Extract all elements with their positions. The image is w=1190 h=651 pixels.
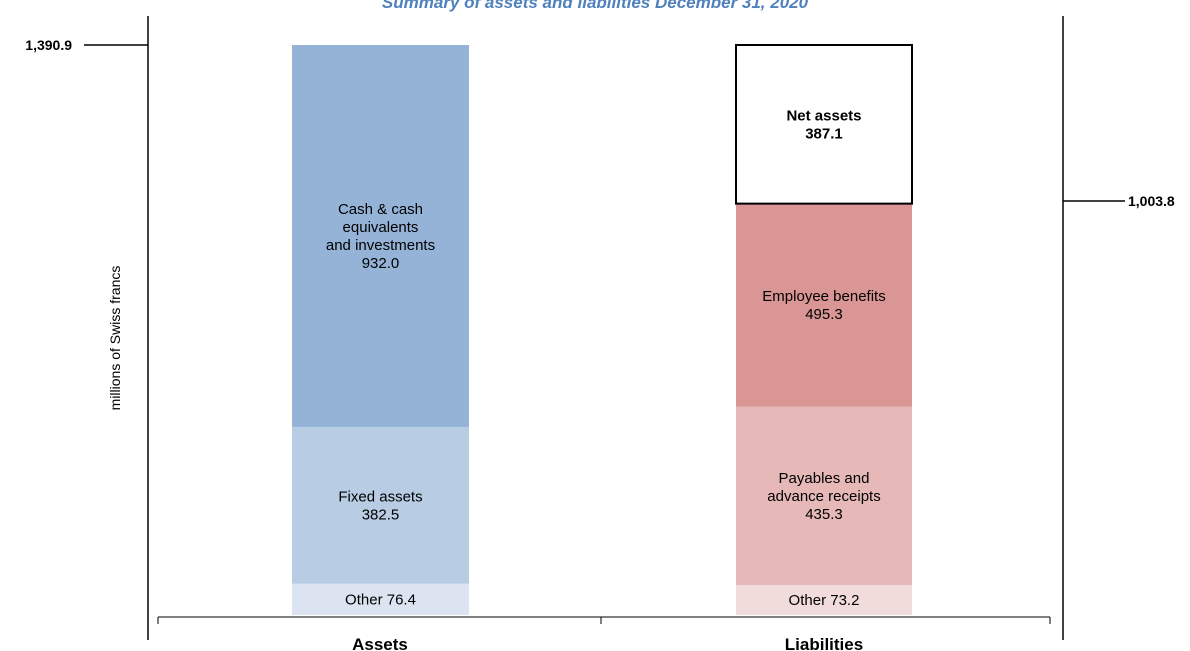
assets-segment bbox=[292, 583, 469, 615]
assets-segment bbox=[292, 426, 469, 584]
assets-segment-label-line: equivalents bbox=[343, 219, 419, 236]
chart-title: Summary of assets and liabilities Decemb… bbox=[382, 0, 809, 12]
liabilities-segment-label-line: Payables and bbox=[779, 470, 870, 487]
assets-segment bbox=[292, 45, 469, 427]
y-axis-label: millions of Swiss francs bbox=[107, 266, 123, 411]
assets-segment-label-line: and investments bbox=[326, 237, 435, 254]
assets-segment-label-line: 382.5 bbox=[362, 506, 400, 523]
category-label-liabilities: Liabilities bbox=[785, 635, 863, 651]
category-label-assets: Assets bbox=[352, 635, 408, 651]
assets-segment-label-line: 932.0 bbox=[362, 255, 400, 272]
liabilities-segment-label-line: 495.3 bbox=[805, 306, 843, 323]
liabilities-segment bbox=[735, 44, 913, 205]
bars: Other 76.4 Fixed assets 382.5 Cash & cash eq… bbox=[292, 44, 913, 615]
assets-segment-label: Other 76.4 bbox=[345, 591, 416, 608]
liabilities-segment-label-line: advance receipts bbox=[767, 488, 880, 505]
liabilities-segment bbox=[736, 406, 912, 586]
left-total-marker-label: 1,390.9 bbox=[25, 37, 72, 53]
liabilities-segment-label-line: Net assets bbox=[786, 107, 861, 124]
liabilities-segment-label: Payables and advance receipts 435.3 bbox=[767, 470, 880, 523]
liabilities-segment bbox=[736, 585, 912, 615]
liabilities-segment-label-line: Employee benefits bbox=[762, 288, 885, 305]
liabilities-segment-label-line: 387.1 bbox=[805, 125, 843, 142]
liabilities-segment-label: Net assets 387.1 bbox=[786, 107, 861, 142]
assets-segment-label-line: Other 76.4 bbox=[345, 591, 416, 608]
liabilities-segment bbox=[736, 203, 912, 407]
liabilities-segment-label: Employee benefits 495.3 bbox=[762, 288, 885, 323]
liabilities-segment-label: Other 73.2 bbox=[789, 592, 860, 609]
assets-segment-label: Fixed assets 382.5 bbox=[338, 488, 422, 523]
assets-segment-label: Cash & cash equivalents and investments 932… bbox=[326, 201, 435, 272]
right-total-marker-label: 1,003.8 bbox=[1128, 193, 1175, 209]
assets-segment-label-line: Cash & cash bbox=[338, 201, 423, 218]
liabilities-segment-label-line: Other 73.2 bbox=[789, 592, 860, 609]
assets-segment-label-line: Fixed assets bbox=[338, 488, 422, 505]
liabilities-segment-label-line: 435.3 bbox=[805, 506, 843, 523]
